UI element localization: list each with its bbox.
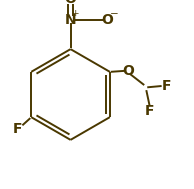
Text: +: + xyxy=(72,9,79,18)
Text: −: − xyxy=(110,9,118,19)
Text: F: F xyxy=(13,122,22,136)
Text: N: N xyxy=(65,13,76,27)
Text: O: O xyxy=(122,64,134,78)
Text: O: O xyxy=(65,0,76,6)
Text: F: F xyxy=(161,79,171,93)
Text: F: F xyxy=(145,104,154,118)
Text: O: O xyxy=(101,13,113,27)
